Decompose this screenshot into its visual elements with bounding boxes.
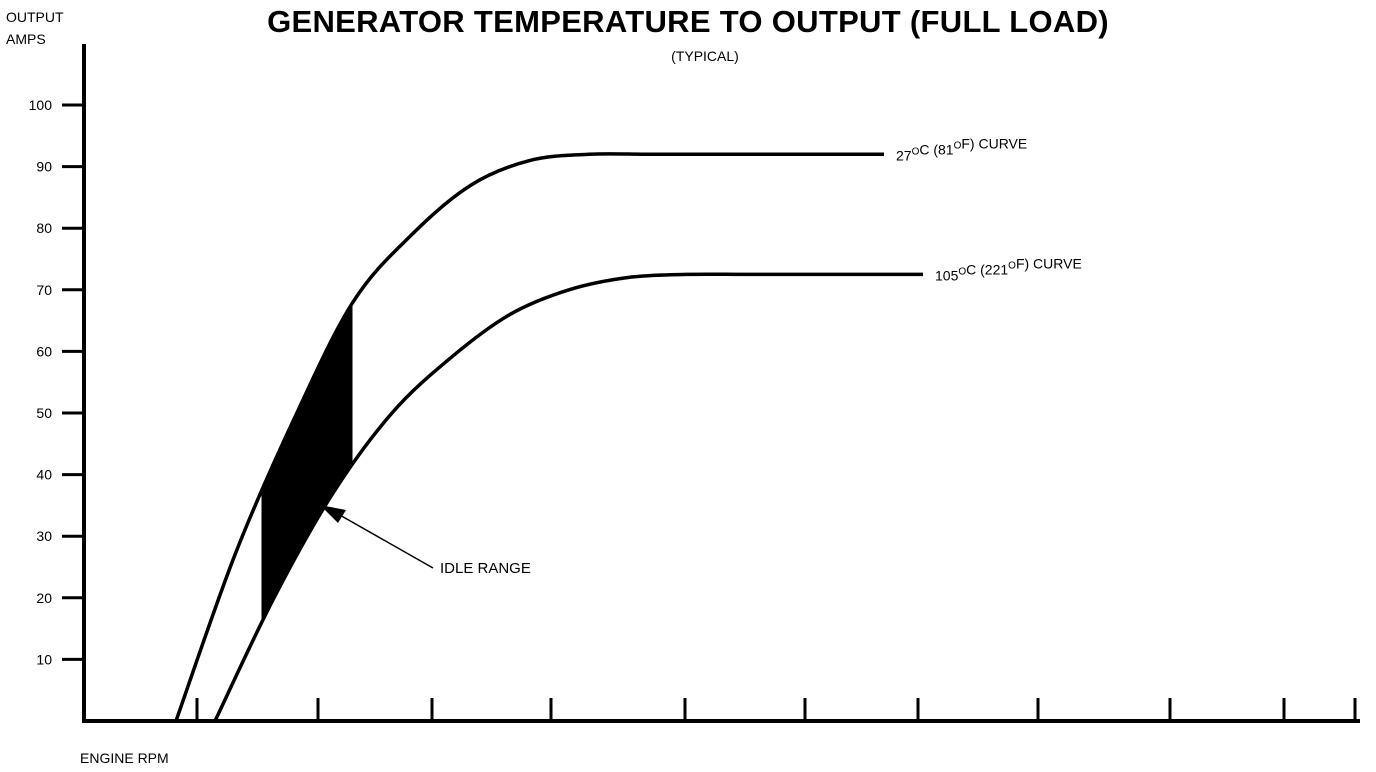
y-axis-label-line2: AMPS bbox=[6, 31, 46, 47]
y-axis-label: OUTPUT AMPS bbox=[6, 6, 64, 50]
idle-range-leader bbox=[337, 513, 434, 569]
series-line-1 bbox=[174, 152, 884, 722]
y-tick-label: 50 bbox=[36, 405, 52, 421]
y-tick-label: 20 bbox=[36, 590, 52, 606]
idle-range-label: IDLE RANGE bbox=[440, 560, 531, 577]
y-tick-label: 40 bbox=[36, 467, 52, 483]
series-label-1: 27OC (81OF) CURVE bbox=[896, 135, 1027, 163]
chart-title: GENERATOR TEMPERATURE TO OUTPUT (FULL LO… bbox=[267, 4, 1109, 39]
y-tick-label: 90 bbox=[36, 159, 52, 175]
x-axis-label: ENGINE RPM bbox=[80, 750, 169, 766]
idle-range-arrowhead bbox=[320, 505, 346, 523]
y-tick-label: 100 bbox=[29, 97, 53, 113]
y-tick-label: 70 bbox=[36, 282, 52, 298]
y-axis-label-line1: OUTPUT bbox=[6, 9, 64, 25]
y-tick-label: 30 bbox=[36, 528, 52, 544]
chart-subtitle: (TYPICAL) bbox=[671, 48, 739, 64]
series-label-2: 105OC (221OF) CURVE bbox=[935, 255, 1082, 283]
y-tick-label: 10 bbox=[36, 651, 52, 667]
y-tick-label: 60 bbox=[36, 343, 52, 359]
idle-range-band bbox=[261, 301, 353, 622]
y-tick-label: 80 bbox=[36, 220, 52, 236]
